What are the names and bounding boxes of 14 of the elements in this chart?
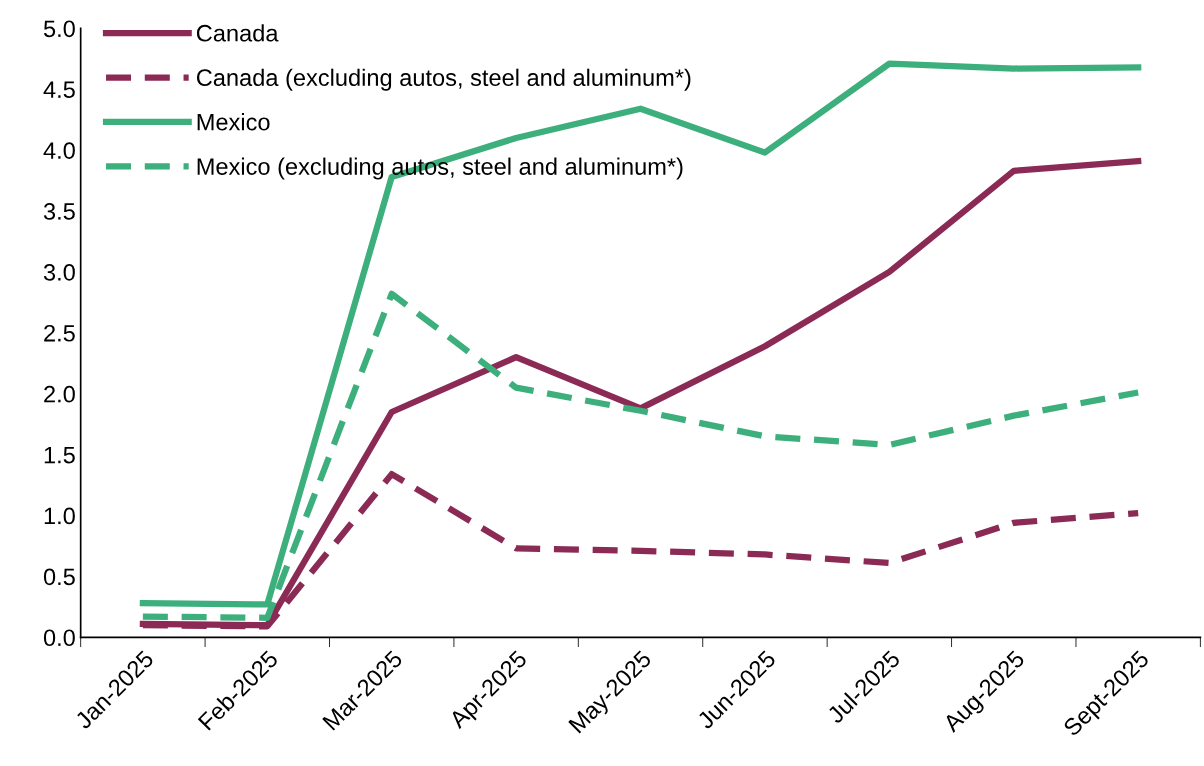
legend-label: Canada	[196, 24, 279, 42]
y-tick-label: 0.5	[43, 568, 75, 586]
y-tick-label: 4.0	[43, 142, 75, 159]
y-tick-label: 2.5	[44, 324, 75, 342]
legend-label: Canada (excluding autos, steel and aluminum*)	[196, 68, 691, 91]
y-tick-label: 0.0	[43, 629, 75, 647]
legend-label: Mexico	[197, 113, 270, 131]
y-tick-label: 4.5	[43, 81, 75, 99]
y-tick-label: 2.0	[44, 385, 75, 403]
y-tick-label: 3.5	[43, 203, 75, 220]
y-tick-label: 5.0	[43, 20, 75, 38]
y-tick-label: 3.0	[43, 264, 75, 281]
y-tick-label: 1.5	[44, 446, 75, 464]
y-tick-label: 1.0	[44, 507, 75, 525]
